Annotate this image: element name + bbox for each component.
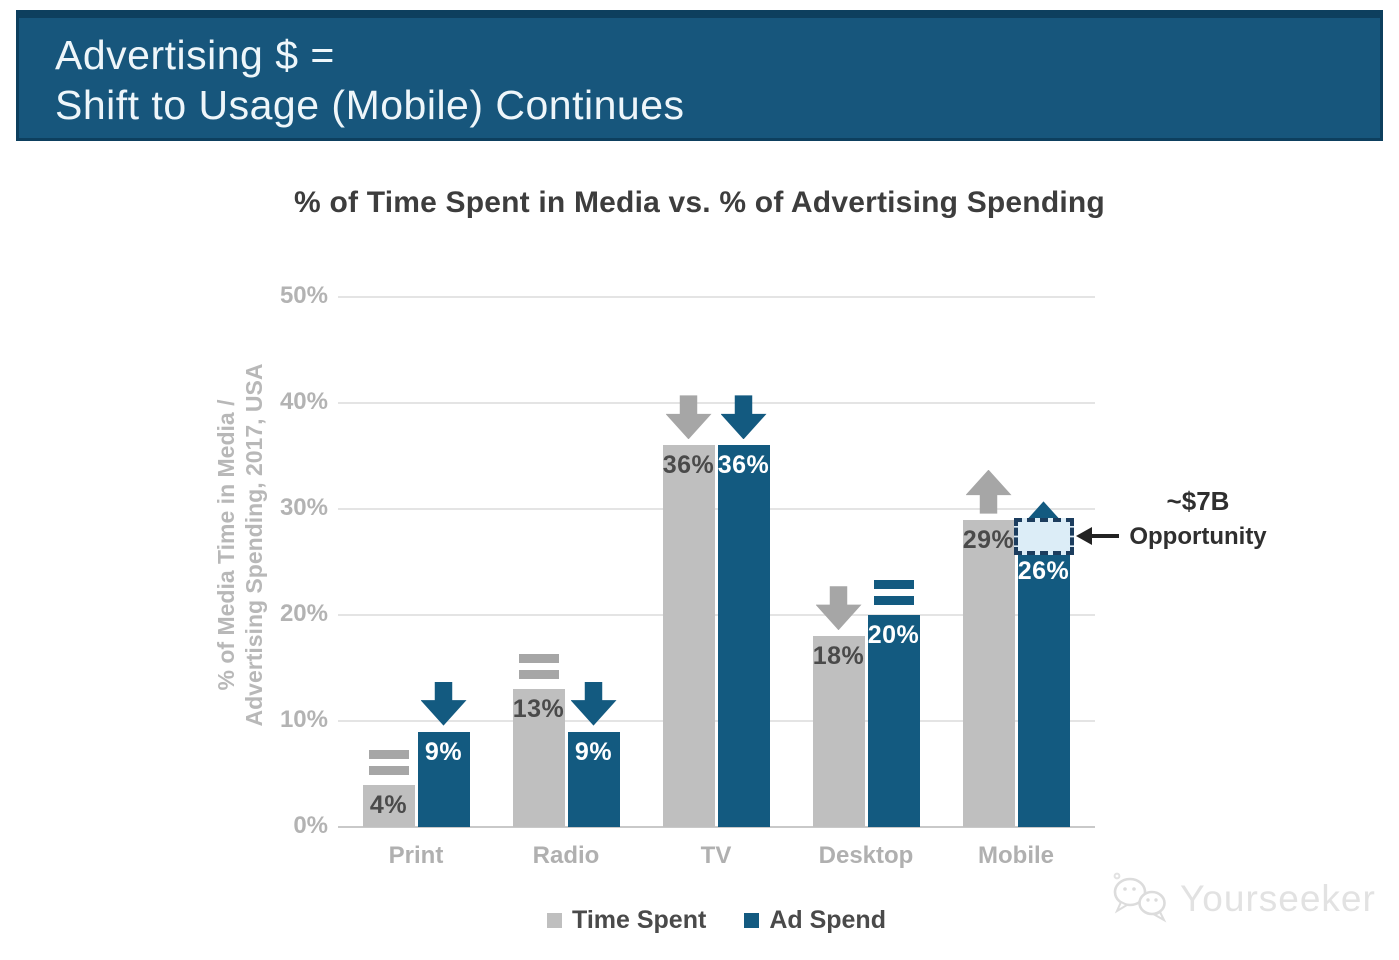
y-tick-0: 0%	[293, 812, 328, 839]
bar-print-time-spent	[362, 784, 415, 827]
y-tick-10: 10%	[279, 706, 328, 733]
gridline-0	[338, 826, 1095, 828]
gridline-30	[338, 508, 1095, 510]
bar-mobile-ad-spend	[1017, 551, 1070, 827]
bar-value-mobile-time-spent: 29%	[962, 525, 1015, 554]
legend-item-ad-spend: Ad Spend	[744, 906, 886, 935]
bar-value-print-time-spent: 4%	[369, 790, 408, 819]
watermark-label: Yourseeker	[1180, 878, 1376, 919]
gridline-20	[338, 614, 1095, 616]
slide-title-line1: Advertising $ =	[55, 32, 335, 78]
bar-value-radio-time-spent: 13%	[512, 695, 565, 724]
equals-icon	[873, 580, 914, 612]
bar-value-mobile-ad-spend: 26%	[1017, 557, 1070, 586]
legend-item-time-spent: Time Spent	[547, 906, 706, 935]
bar-value-desktop-time-spent: 18%	[812, 642, 865, 671]
equals-icon	[368, 749, 409, 782]
x-category-radio: Radio	[532, 842, 600, 869]
bar-desktop-ad-spend	[867, 615, 920, 827]
x-category-desktop: Desktop	[818, 842, 914, 869]
equals-stripe	[368, 765, 409, 775]
down-arrow-icon	[570, 681, 617, 726]
y-axis-title: % of Media Time in Media / Advertising S…	[212, 364, 268, 727]
legend-label-time-spent: Time Spent	[572, 905, 707, 934]
opportunity-gap-box	[1013, 517, 1074, 556]
bar-radio-time-spent	[512, 689, 565, 827]
opportunity-annotation: ~$7B Opportunity	[1118, 486, 1278, 551]
bar-tv-ad-spend	[717, 445, 770, 827]
bar-tv-time-spent	[662, 445, 715, 827]
y-axis-title-line2: Advertising Spending, 2017, USA	[241, 363, 267, 727]
chat-bubbles-icon	[1113, 872, 1167, 923]
equals-icon	[518, 654, 559, 686]
x-category-mobile: Mobile	[978, 842, 1054, 869]
bar-radio-ad-spend	[567, 731, 620, 827]
gridline-10	[338, 720, 1095, 722]
equals-stripe	[873, 596, 914, 605]
down-arrow-icon	[420, 681, 467, 726]
bar-value-radio-ad-spend: 9%	[574, 737, 613, 766]
bar-value-desktop-ad-spend: 20%	[867, 621, 920, 649]
equals-stripe	[873, 580, 914, 589]
gridline-50	[338, 296, 1095, 298]
bar-mobile-time-spent	[962, 519, 1015, 827]
chart-legend: Time Spent Ad Spend	[338, 903, 1095, 937]
watermark: Yourseeker	[1106, 868, 1376, 930]
slide-header-banner: Advertising $ = Shift to Usage (Mobile) …	[16, 10, 1383, 141]
bar-value-tv-ad-spend: 36%	[717, 451, 770, 480]
legend-label-ad-spend: Ad Spend	[769, 905, 886, 934]
legend-swatch-time-spent	[547, 912, 563, 928]
x-category-print: Print	[388, 842, 444, 869]
y-tick-50: 50%	[279, 282, 328, 309]
left-arrow-icon	[1091, 534, 1119, 538]
left-arrow-icon-head	[1076, 527, 1092, 545]
y-axis-title-line1: % of Media Time in Media /	[213, 399, 239, 691]
equals-stripe	[368, 749, 409, 759]
equals-stripe	[518, 670, 559, 680]
down-arrow-icon	[815, 586, 862, 631]
bar-desktop-time-spent	[812, 636, 865, 827]
opportunity-label: Opportunity	[1129, 523, 1267, 550]
opportunity-value: ~$7B	[1166, 486, 1230, 516]
y-tick-40: 40%	[279, 388, 328, 415]
up-arrow-icon	[965, 469, 1012, 514]
bar-value-print-ad-spend: 9%	[424, 737, 463, 766]
chart-title: % of Time Spent in Media vs. % of Advert…	[294, 186, 1105, 219]
y-tick-30: 30%	[279, 494, 328, 521]
x-category-tv: TV	[700, 842, 732, 869]
bar-value-tv-time-spent: 36%	[662, 451, 715, 480]
slide-title-line2: Shift to Usage (Mobile) Continues	[55, 82, 685, 128]
bar-print-ad-spend	[417, 731, 470, 827]
legend-swatch-ad-spend	[744, 912, 760, 928]
y-tick-20: 20%	[279, 600, 328, 627]
equals-stripe	[518, 654, 559, 664]
gridline-40	[338, 402, 1095, 404]
